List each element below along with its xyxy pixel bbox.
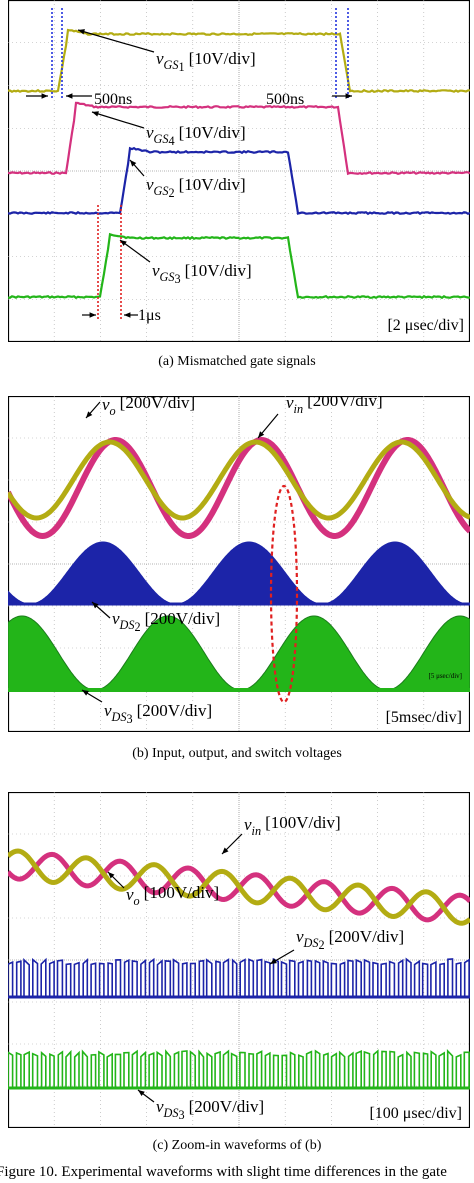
trace-vgs3 [8, 232, 470, 300]
figure-title: Figure 10. Experimental waveforms with s… [0, 1164, 447, 1180]
label-vgs3: vGS3 [10V/div] [152, 261, 252, 286]
label-500ns-left: 500ns [94, 91, 132, 108]
arrow-vds2-head [92, 602, 99, 609]
arrow-vo-head [86, 411, 93, 418]
caption-c: (c) Zoom-in waveforms of (b) [152, 1138, 322, 1153]
arrow-1us-a-head [89, 312, 96, 318]
label-vo: vo [100V/div] [126, 883, 219, 908]
label-vgs2: vGS2 [10V/div] [146, 175, 246, 200]
label-vin: vin [200V/div] [286, 396, 383, 416]
arrow-vin-head [258, 431, 265, 438]
trace-vo [8, 436, 470, 540]
arrow-vds2-head [270, 958, 277, 964]
label-500ns-right: 500ns [266, 91, 304, 108]
label-vo: vo [200V/div] [102, 396, 195, 418]
trace-vds2 [8, 541, 470, 605]
label-vin: vin [100V/div] [244, 813, 341, 838]
label-scale-a: [2 μsec/div] [387, 317, 464, 334]
arrow-vgs2-head [130, 160, 137, 167]
panel-c-plot: vin [100V/div] vo [100V/div] vDS2 [200V/div] v… [8, 792, 470, 1128]
arrow-500ns-right-b-head [345, 93, 352, 99]
caption-a: (a) Mismatched gate signals [158, 354, 316, 369]
label-1us: 1μs [138, 307, 161, 324]
arrow-vgs3-head [120, 240, 127, 247]
panel-c-oscilloscope: vin [100V/div] vo [100V/div] vDS2 [200V/div] v… [8, 792, 470, 1128]
arrow-vds3-head [82, 690, 89, 696]
trace-vgs4 [8, 101, 470, 176]
trace-vgs1 [8, 28, 470, 93]
arrow-vo-head [108, 872, 115, 879]
label-vds3: vDS3 [200V/div] [104, 701, 212, 726]
label-vgs4: vGS4 [10V/div] [146, 123, 246, 148]
arrow-vgs4-line [91, 111, 145, 129]
caption-b: (b) Input, output, and switch voltages [132, 746, 342, 761]
highlight-ellipse [269, 484, 299, 704]
label-scale-c: [100 μsec/div] [369, 1105, 462, 1122]
arrow-1us-b-head [124, 312, 131, 318]
arrow-500ns-left-a-head [41, 93, 48, 99]
label-scale-b: [5msec/div] [386, 709, 462, 726]
trace-vin [8, 439, 470, 521]
arrow-vgs1-head [78, 29, 85, 35]
trace-vgs2 [8, 146, 470, 216]
arrow-vgs1-line [77, 29, 155, 53]
label-vds2: vDS2 [200V/div] [112, 609, 220, 634]
arrow-vds3-head [138, 1090, 145, 1097]
panel-a-plot: vGS1 [10V/div] vGS4 [10V/div] vGS2 [10V/div] v… [8, 0, 470, 342]
arrow-vin-head [222, 847, 229, 854]
label-vgs1: vGS1 [10V/div] [156, 49, 256, 74]
label-vds3: vDS3 [200V/div] [156, 1097, 264, 1122]
panel-b-plot: vo [200V/div] vin [200V/div] vDS2 [200V/div] v… [8, 396, 470, 732]
label-inset-scale: [5 μsec/div] [429, 672, 463, 680]
panel-a-oscilloscope: vGS1 [10V/div] vGS4 [10V/div] vGS2 [10V/div] v… [8, 0, 470, 342]
panel-b-oscilloscope: vo [200V/div] vin [200V/div] vDS2 [200V/div] v… [8, 396, 470, 732]
trace-vin [8, 848, 470, 926]
label-vds2: vDS2 [200V/div] [296, 927, 404, 952]
arrow-500ns-left-b-head [66, 93, 73, 99]
arrow-vgs4-head [92, 111, 99, 117]
